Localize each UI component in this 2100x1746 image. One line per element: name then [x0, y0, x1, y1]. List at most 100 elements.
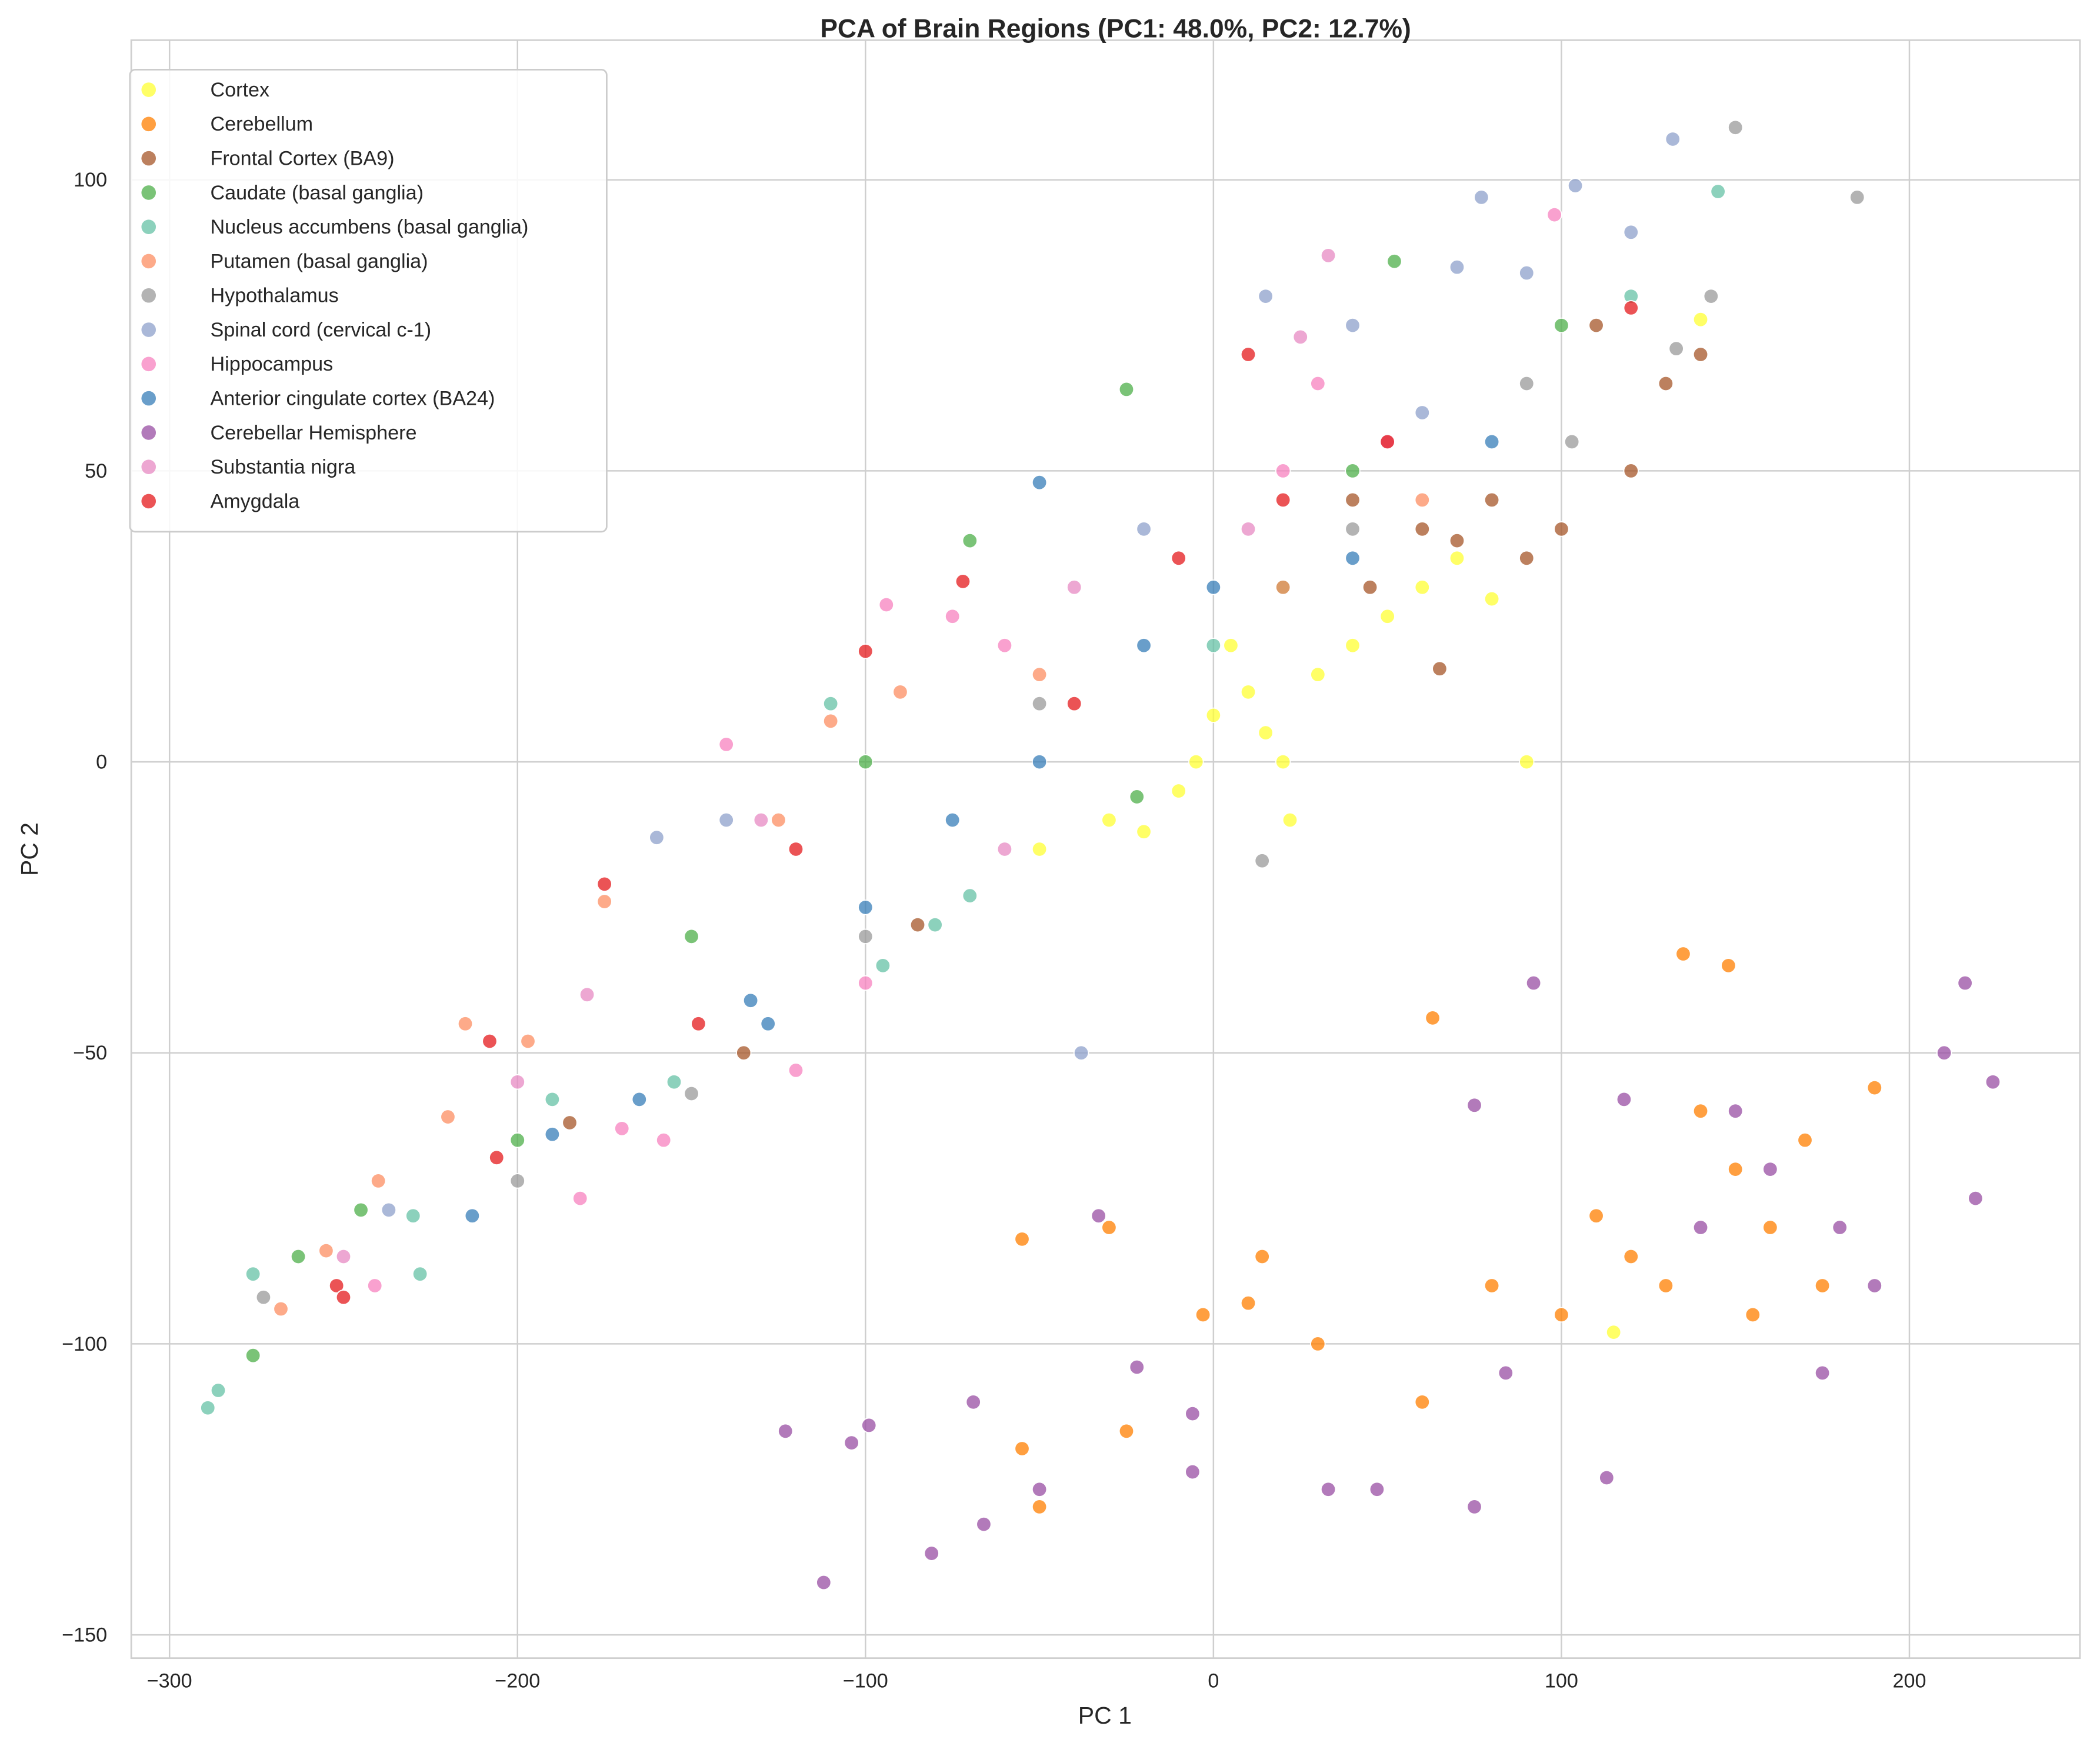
- data-point: [1546, 206, 1562, 223]
- data-point: [1745, 1307, 1761, 1323]
- data-point: [1727, 1161, 1744, 1177]
- data-point: [509, 1132, 525, 1148]
- data-point: [1091, 1208, 1106, 1224]
- data-point: [318, 1242, 334, 1259]
- data-point: [1425, 1010, 1441, 1026]
- legend-label: Cerebellum: [210, 113, 313, 135]
- data-point: [1031, 1481, 1048, 1497]
- data-point: [579, 987, 595, 1003]
- data-point: [1275, 579, 1291, 595]
- data-point: [1498, 1365, 1514, 1381]
- legend-label: Anterior cingulate cortex (BA24): [210, 387, 495, 409]
- data-point: [1466, 1499, 1482, 1515]
- y-tick-label: −150: [62, 1624, 107, 1646]
- data-point: [1320, 1481, 1336, 1497]
- x-tick-label: −200: [495, 1670, 540, 1692]
- data-point: [596, 876, 612, 892]
- legend-box: [129, 69, 608, 533]
- data-point: [1762, 1219, 1778, 1235]
- data-point: [1525, 975, 1542, 991]
- data-point: [367, 1278, 383, 1294]
- legend-item: Spinal cord (cervical c-1): [141, 319, 431, 341]
- legend-label: Cortex: [210, 79, 269, 101]
- data-point: [1484, 591, 1500, 607]
- data-point: [666, 1074, 682, 1090]
- data-point: [1195, 1307, 1211, 1323]
- data-point: [614, 1121, 630, 1137]
- data-point: [1310, 375, 1326, 392]
- legend-marker: [141, 82, 156, 97]
- data-point: [457, 1016, 474, 1032]
- data-point: [1623, 463, 1639, 479]
- data-point: [1692, 1219, 1709, 1235]
- data-point: [1185, 1464, 1201, 1480]
- legend-item: Putamen (basal ganglia): [141, 250, 428, 272]
- data-point: [1414, 405, 1431, 421]
- data-point: [1282, 812, 1298, 828]
- data-point: [1519, 550, 1535, 567]
- legend-marker: [141, 459, 156, 474]
- legend-marker: [141, 116, 156, 132]
- data-point: [1345, 521, 1361, 537]
- data-point: [1866, 1079, 1883, 1096]
- data-point: [1675, 946, 1691, 962]
- data-point: [509, 1173, 525, 1189]
- data-point: [572, 1190, 588, 1207]
- data-point: [1484, 1278, 1500, 1294]
- legend-item: Hypothalamus: [141, 285, 339, 307]
- data-point: [1320, 248, 1336, 264]
- data-point: [1129, 1359, 1145, 1375]
- y-tick-label: 0: [96, 751, 107, 773]
- data-point: [1101, 812, 1117, 828]
- data-point: [858, 928, 874, 945]
- data-point: [1136, 521, 1152, 537]
- data-point: [200, 1400, 216, 1416]
- data-point: [245, 1266, 261, 1282]
- data-point: [1310, 1336, 1326, 1352]
- data-point: [1866, 1278, 1883, 1294]
- data-point: [1692, 1103, 1709, 1119]
- data-point: [520, 1033, 536, 1049]
- data-point: [1484, 434, 1500, 450]
- data-point: [335, 1289, 352, 1305]
- y-tick-label: 50: [85, 460, 107, 482]
- data-point: [892, 684, 908, 700]
- data-point: [440, 1109, 456, 1125]
- data-point: [1379, 434, 1395, 450]
- series-2: [562, 317, 1709, 1131]
- series-8: [367, 206, 1562, 1294]
- data-point: [1310, 667, 1326, 682]
- data-point: [962, 532, 978, 549]
- data-point: [1449, 550, 1465, 567]
- data-point: [1031, 667, 1048, 682]
- data-point: [1379, 608, 1395, 624]
- data-point: [1721, 958, 1736, 974]
- legend-label: Nucleus accumbens (basal ganglia): [210, 216, 528, 238]
- legend-item: Nucleus accumbens (basal ganglia): [141, 216, 528, 238]
- data-point: [771, 812, 786, 828]
- data-point: [965, 1394, 981, 1410]
- data-point: [1692, 311, 1709, 328]
- data-point: [1369, 1481, 1385, 1497]
- data-point: [1254, 853, 1270, 869]
- series-6: [255, 119, 1865, 1305]
- data-point: [1205, 638, 1222, 654]
- data-point: [273, 1301, 289, 1317]
- data-point: [1727, 119, 1744, 135]
- data-point: [1567, 178, 1584, 194]
- legend-item: Caudate (basal ganglia): [141, 182, 424, 204]
- data-point: [1599, 1470, 1615, 1486]
- legend-label: Frontal Cortex (BA9): [210, 147, 394, 169]
- data-point: [328, 1278, 345, 1294]
- data-point: [335, 1248, 352, 1265]
- data-point: [816, 1574, 832, 1591]
- data-point: [858, 899, 874, 915]
- data-point: [1136, 824, 1152, 839]
- data-point: [1658, 1278, 1674, 1294]
- data-point: [924, 1545, 939, 1561]
- legend-label: Caudate (basal ganglia): [210, 182, 424, 204]
- data-point: [1240, 346, 1256, 362]
- data-point: [962, 888, 978, 904]
- series-1: [1014, 946, 1883, 1515]
- data-point: [1519, 265, 1535, 281]
